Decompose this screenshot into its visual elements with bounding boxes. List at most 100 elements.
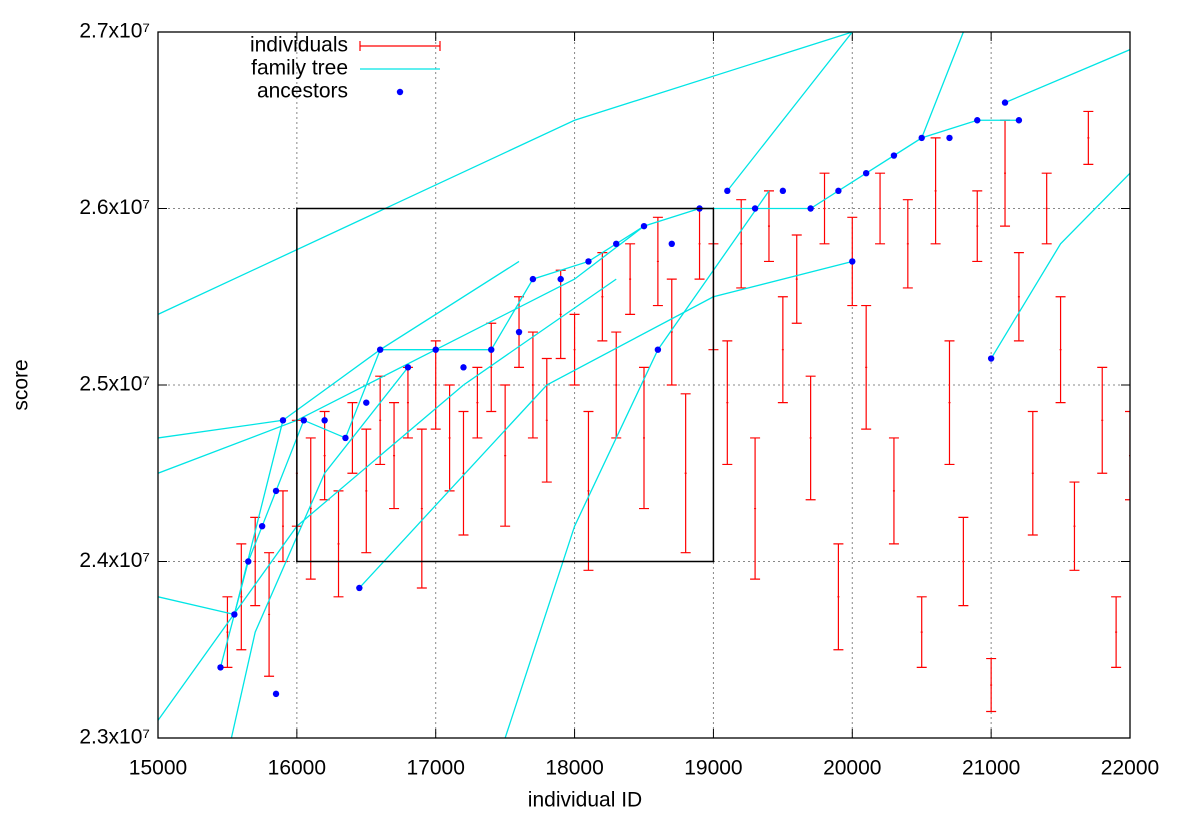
legend-label: ancestors: [257, 80, 348, 103]
ancestor-point: [849, 258, 856, 265]
error-bar: [444, 384, 455, 492]
y-axis-label: score: [10, 359, 33, 410]
legend-label: individuals: [250, 34, 348, 57]
error-bar: [791, 234, 802, 324]
annotation-rectangle: [296, 207, 715, 563]
error-bar: [277, 490, 288, 563]
error-bar: [777, 296, 788, 404]
error-bar: [1097, 366, 1108, 474]
error-bar: [1027, 410, 1038, 536]
error-bar: [1069, 481, 1080, 571]
family-tree-line: [1004, 49, 1130, 104]
ancestor-point: [342, 434, 349, 442]
error-bar: [763, 190, 774, 263]
legend-swatch: [359, 41, 441, 51]
error-bar: [639, 366, 649, 510]
ancestor-point: [258, 523, 266, 530]
x-tick-label: 15000: [129, 757, 187, 780]
error-bar: [1055, 296, 1066, 404]
error-bar: [236, 543, 247, 651]
x-tick-label: 17000: [407, 757, 465, 780]
ancestor-point: [300, 417, 307, 424]
error-bar: [680, 393, 691, 554]
ancestor-point: [432, 346, 439, 353]
error-bar: [1111, 596, 1122, 668]
error-bar: [541, 357, 552, 483]
family-tree-line: [158, 260, 520, 439]
error-bar: [458, 410, 469, 536]
ancestor-point: [1001, 99, 1009, 106]
family-tree-line: [158, 278, 617, 721]
error-bar: [430, 340, 441, 430]
y-tick-label: 2.4x10⁷: [79, 549, 150, 572]
error-bar: [819, 172, 830, 245]
family-tree-line: [358, 260, 853, 589]
family-tree-line: [158, 32, 855, 315]
error-bar: [625, 243, 636, 315]
y-tick-label: 2.6x10⁷: [79, 196, 150, 219]
ancestor-point: [862, 170, 870, 177]
x-tick-label: 18000: [545, 757, 603, 780]
ancestor-point: [321, 417, 328, 424]
ancestor-point: [613, 240, 620, 247]
legend-swatch: [396, 88, 404, 96]
error-bar: [597, 252, 608, 342]
error-bar: [750, 437, 761, 580]
error-bar: [1041, 172, 1052, 245]
ancestor-point: [529, 275, 537, 283]
error-bar: [805, 375, 816, 501]
ancestor-point: [488, 346, 495, 353]
error-bar: [1083, 110, 1094, 165]
error-bar: [694, 207, 705, 280]
error-bar: [888, 437, 899, 545]
y-tick-label: 2.3x10⁷: [79, 726, 150, 749]
ancestor-point: [272, 487, 280, 495]
error-bar: [666, 278, 677, 386]
plot-area: [158, 32, 1130, 738]
ancestor-point: [279, 417, 287, 424]
ancestor-point: [376, 346, 384, 353]
error-bar: [1013, 252, 1024, 342]
error-bar: [264, 552, 275, 677]
ancestor-point: [460, 364, 467, 371]
legend-label: family tree: [251, 57, 348, 80]
error-bar: [930, 137, 941, 245]
error-bar: [472, 366, 483, 439]
family-tree-line: [230, 366, 409, 738]
ancestor-point: [974, 117, 981, 124]
ancestor-point: [668, 240, 675, 247]
error-bar: [486, 322, 497, 413]
plot-border: [157, 31, 1131, 739]
error-bar: [1000, 119, 1011, 227]
family-tree-line: [990, 172, 1130, 359]
y-tick-label: 2.7x10⁷: [79, 20, 150, 43]
ancestor-point: [557, 275, 564, 283]
family-tree-line: [921, 32, 965, 139]
error-bar: [958, 516, 969, 607]
ancestor-point: [918, 134, 925, 142]
ancestor-point: [654, 346, 662, 353]
ancestor-point: [987, 355, 995, 362]
x-tick-label: 20000: [823, 757, 881, 780]
ancestor-point: [807, 205, 814, 212]
error-bar: [305, 437, 316, 580]
error-bar: [250, 516, 261, 607]
ancestor-point: [779, 187, 787, 195]
error-bar: [916, 596, 927, 668]
error-bar: [402, 366, 413, 439]
error-bar: [569, 313, 580, 386]
ancestor-point: [640, 222, 648, 230]
y-tick-label: 2.5x10⁷: [79, 373, 150, 396]
error-bar: [722, 340, 733, 466]
family-tree-line: [380, 207, 700, 351]
ancestor-point: [404, 364, 412, 371]
error-bar: [333, 490, 344, 598]
error-bar: [319, 410, 330, 501]
error-bar: [972, 190, 983, 263]
ancestor-point: [890, 152, 898, 159]
ancestor-point: [245, 558, 252, 565]
error-bar: [875, 172, 886, 245]
x-tick-label: 16000: [268, 757, 326, 780]
ancestor-point: [946, 134, 953, 142]
